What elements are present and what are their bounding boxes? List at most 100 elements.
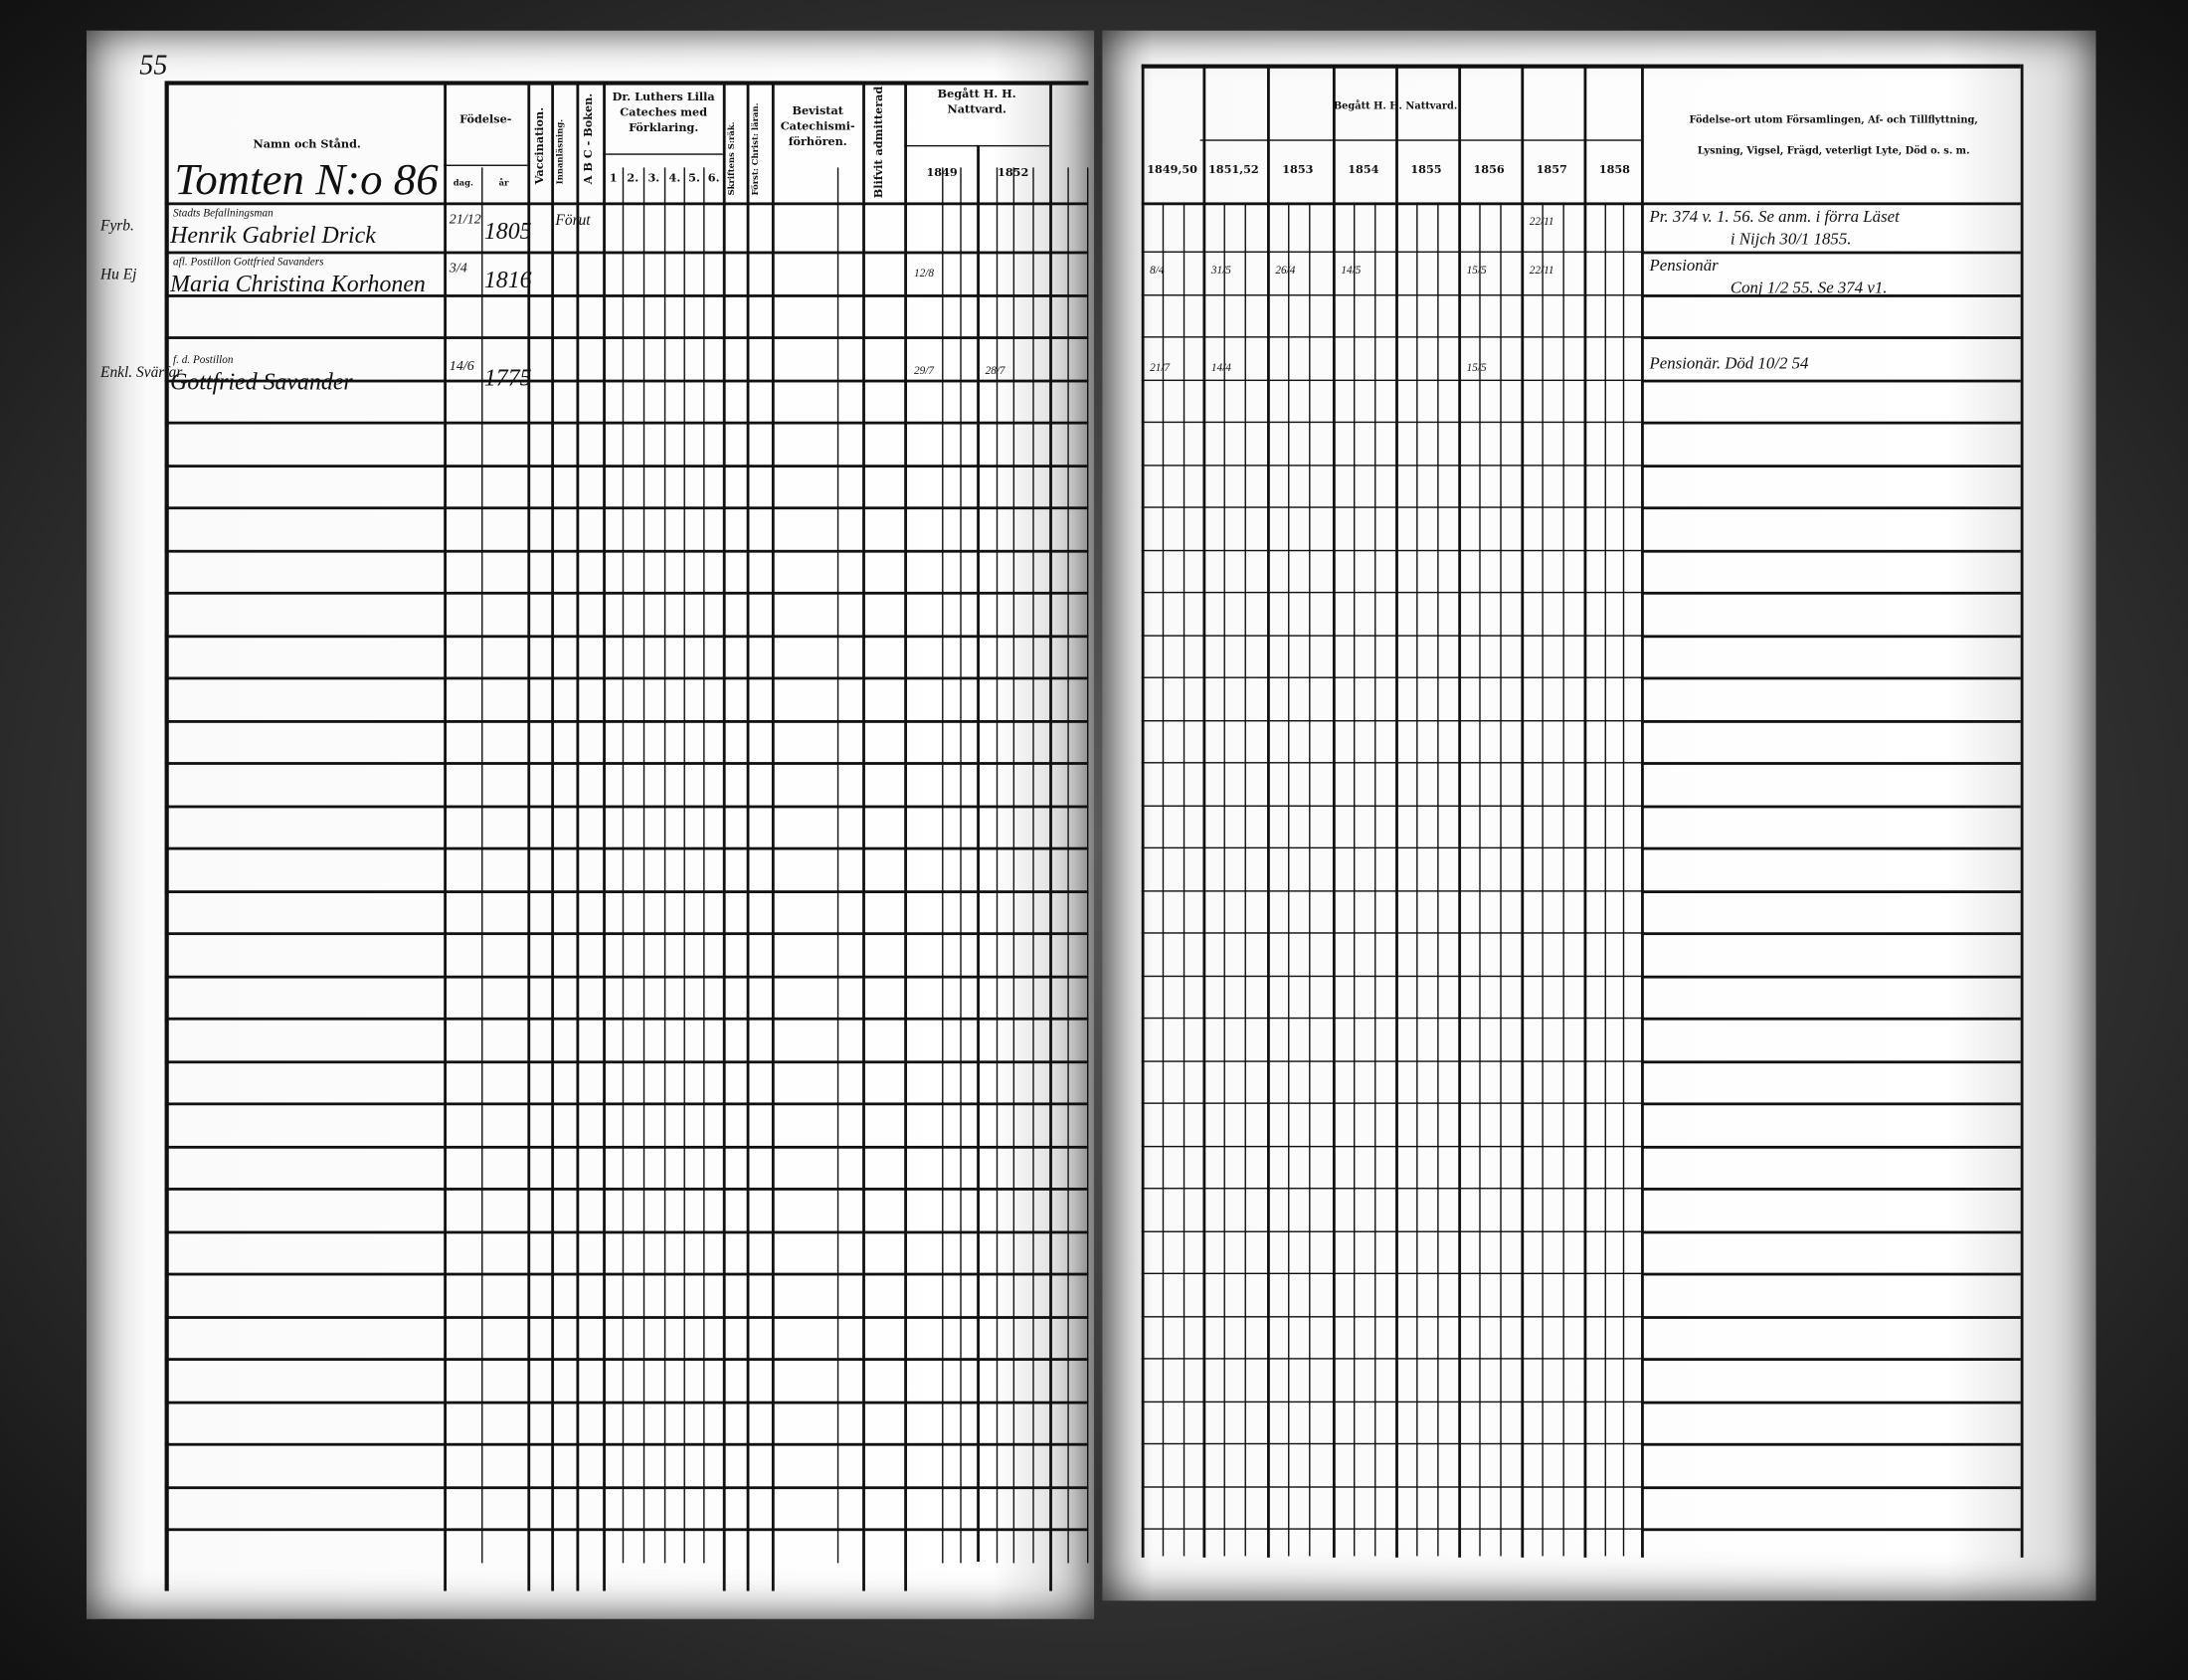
right-subcolumn-line — [1374, 202, 1376, 1557]
right-row-line — [1141, 634, 1642, 637]
right-subcolumn-line — [1542, 202, 1544, 1557]
entry-birth-day: 3/4 — [449, 261, 467, 277]
right-column-line — [1583, 64, 1587, 1558]
header-right-year: 1849,50 — [1147, 161, 1197, 176]
right-row-line — [1641, 889, 2021, 893]
right-row-line — [1141, 932, 1642, 934]
entry-remark-line1: Pr. 374 v. 1. 56. Se anm. i förra Läset — [1649, 206, 1900, 227]
right-row-line — [1641, 932, 2021, 936]
right-row-line — [1641, 1188, 2021, 1191]
right-row-line — [1641, 634, 2021, 638]
right-subcolumn-line — [1622, 202, 1625, 1557]
header-vaccination: Vaccination. — [531, 106, 546, 185]
right-page — [1102, 30, 2097, 1601]
header-luther-col: 4. — [668, 170, 681, 185]
left-row-line — [164, 1358, 1089, 1362]
left-row-line — [164, 1528, 1089, 1532]
entry-communion-right: 31/5 — [1210, 264, 1231, 277]
right-row-line — [1641, 1485, 2021, 1489]
right-subcolumn-line — [1309, 202, 1311, 1557]
header-christ: Först: Christ: läran. — [750, 102, 761, 196]
right-row-line — [1141, 1400, 1642, 1402]
entry-occupation: Stadts Befallningsman — [172, 206, 274, 220]
right-column-line — [1458, 64, 1462, 1558]
right-row-line — [1141, 1059, 1642, 1062]
left-subcolumn-line — [642, 167, 645, 1564]
right-row-line — [1141, 1188, 1642, 1190]
entry-communion-right: 26/4 — [1275, 264, 1296, 277]
right-column-line — [1202, 64, 1206, 1558]
header-right-year: 1851,52 — [1207, 161, 1259, 176]
right-row-line — [1141, 1017, 1642, 1020]
left-subcolumn-line — [663, 167, 666, 1564]
right-row-line — [1141, 676, 1642, 678]
left-row-line — [164, 634, 1089, 638]
header-luther-col: 6. — [707, 170, 720, 185]
right-row-line — [1641, 1272, 2021, 1276]
right-row-line — [1141, 1145, 1642, 1147]
right-row-line — [1141, 804, 1642, 807]
right-subcolumn-line — [1416, 202, 1418, 1557]
header-right-year: 1853 — [1282, 161, 1314, 176]
header-luther-col: 5. — [688, 170, 700, 185]
left-column-line — [551, 84, 555, 1591]
left-column-line — [603, 84, 606, 1591]
left-row-line — [164, 378, 1089, 382]
right-column-line — [2020, 64, 2024, 1558]
header-remarks-2: Lysning, Vigsel, Frägd, veterligt Lyte, … — [1697, 143, 1970, 157]
year-divider — [1199, 139, 1642, 141]
right-row-line — [1641, 293, 2021, 297]
right-column-line — [1395, 64, 1398, 1558]
entry-communion-right: 14/4 — [1210, 361, 1231, 375]
left-row-line — [164, 1017, 1089, 1021]
right-row-line — [1641, 506, 2021, 510]
left-column-line — [164, 84, 169, 1591]
right-row-line — [1141, 1485, 1642, 1488]
left-row-line — [164, 336, 1089, 339]
right-row-line — [1141, 1315, 1642, 1317]
header-reading: Innanläsning. — [555, 118, 566, 185]
entry-communion-1849: 29/7 — [914, 364, 935, 377]
left-subcolumn-line — [960, 167, 962, 1564]
entry-name: Gottfried Savander — [170, 368, 353, 396]
left-row-line — [164, 804, 1089, 808]
entry-birth-year: 1805 — [483, 217, 532, 245]
right-row-line — [1641, 804, 2021, 808]
right-row-line — [1641, 676, 2021, 680]
luther-divider — [603, 153, 723, 155]
header-luther-col: 2. — [627, 170, 639, 185]
right-row-line — [1141, 1528, 1642, 1530]
entry-communion-right: 21/7 — [1150, 361, 1171, 375]
left-row-line — [164, 549, 1089, 552]
left-table-top — [164, 81, 1089, 86]
left-row-line — [164, 1145, 1089, 1149]
left-row-line — [164, 1229, 1089, 1233]
left-row-line — [164, 1188, 1089, 1191]
right-row-line — [1641, 549, 2021, 552]
left-row-line — [164, 591, 1089, 595]
right-subcolumn-line — [1562, 202, 1564, 1557]
left-row-line — [164, 506, 1089, 510]
header-luther-col: 3. — [647, 170, 660, 185]
entry-vaccination-note: Förut — [555, 212, 591, 230]
right-row-line — [1641, 846, 2021, 850]
right-row-line — [1641, 719, 2021, 723]
left-column-line — [771, 84, 775, 1591]
left-row-line — [164, 421, 1089, 425]
entry-communion-right: 15/5 — [1466, 264, 1487, 277]
entry-margin-note: Hu Ej — [100, 266, 137, 283]
header-catechism: Bevistat Catechismi-förhören. — [780, 102, 855, 148]
right-subcolumn-line — [1288, 202, 1290, 1557]
header-communion-right: Begått H. H. Nattvard. — [1333, 98, 1458, 112]
right-subcolumn-line — [1479, 202, 1481, 1557]
header-name: Namn och Stånd. — [253, 136, 361, 151]
right-subcolumn-line — [1437, 202, 1439, 1557]
left-column-line — [527, 84, 531, 1591]
entry-communion-right: 22/11 — [1529, 264, 1554, 277]
entry-margin-note: Fyrb. — [100, 217, 134, 235]
entry-birth-year: 1816 — [483, 266, 532, 293]
right-row-line — [1141, 1102, 1642, 1104]
left-subcolumn-line — [996, 167, 999, 1564]
right-row-line — [1141, 975, 1642, 977]
